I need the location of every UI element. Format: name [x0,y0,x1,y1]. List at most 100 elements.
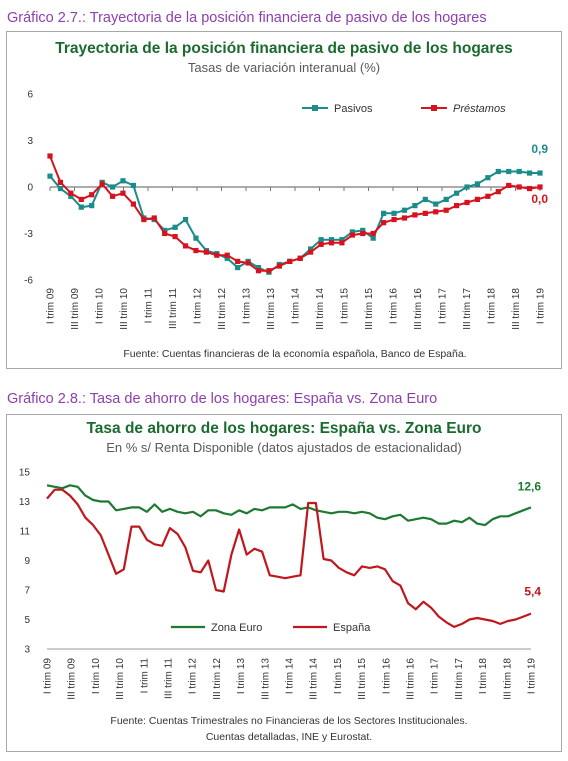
c1-series-point-1 [422,210,428,216]
c1-xtick-label: I trim 13 [242,288,253,325]
chart2-source-line2: Cuentas detalladas, INE y Eurostat. [206,731,372,743]
chart1-subtitle: Tasas de variación interanual (%) [188,60,380,75]
c2-ytick-label: 13 [19,497,31,508]
c1-series-point-1 [308,249,314,255]
c1-series-point-0 [172,224,178,230]
c1-xtick-label: III trim 14 [315,288,326,330]
c1-series-point-0 [412,203,418,209]
c1-xtick-label: III trim 12 [217,288,228,330]
c1-series-point-0 [349,229,355,235]
c1-ytick-label: -6 [24,276,33,287]
c1-series-point-0 [474,181,481,187]
c1-series-point-0 [47,173,53,179]
chart2-source-line1: Fuente: Cuentas Trimestrales no Financie… [110,715,467,727]
c1-xtick-label: III trim 18 [511,288,522,330]
c1-series-point-1 [537,184,543,190]
c1-series-point-1 [109,193,116,199]
c1-series-point-1 [412,212,418,218]
c1-series-point-1 [506,182,512,189]
c2-xtick-label: III trim 14 [309,658,320,700]
c2-xtick-label: I trim 14 [285,658,296,695]
c2-ytick-label: 5 [24,615,30,626]
c1-xtick-label: III trim 16 [413,288,424,330]
c1-series-point-1 [495,189,501,195]
c1-series-point-1 [130,201,137,207]
c2-series-line-1 [46,488,532,628]
c1-end-label-1: 0,0 [531,192,548,206]
c1-series-point-0 [516,168,522,175]
chart1-title: Trayectoria de la posición financiera de… [55,40,512,57]
c1-xtick-label: III trim 11 [168,288,179,329]
c2-xtick-label: III trim 15 [357,658,368,700]
c1-series-point-0 [443,196,449,202]
c2-xtick-label: I trim 11 [139,658,150,694]
c1-series-point-1 [453,203,460,209]
c1-series-point-1 [47,153,53,159]
c2-xtick-label: III trim 18 [502,658,513,700]
c2-xtick-label: III trim 16 [406,658,417,700]
chart2-subtitle: En % s/ Renta Disponible (datos ajustado… [106,440,462,455]
financial-position-chart: Trayectoria de la posición financiera de… [24,40,548,360]
c2-xtick-label: III trim 11 [164,658,175,699]
c1-series-point-0 [162,227,168,233]
c2-xtick-label: I trim 19 [527,658,538,695]
c1-series-point-1 [391,216,397,223]
c1-xtick-label: III trim 13 [266,288,277,330]
c1-series-point-1 [266,268,272,274]
c1-series-point-0 [193,235,199,241]
c1-series-point-0 [308,246,314,252]
c1-series-point-1 [276,263,282,269]
c1-series-point-1 [360,230,366,237]
c2-xtick-label: III trim 17 [454,658,465,700]
c1-series-point-1 [401,215,408,221]
c1-series-line-1 [49,155,541,272]
savings-rate-chart: Tasa de ahorro de los hogares: España vs… [19,420,541,743]
c1-xtick-label: I trim 16 [389,288,400,325]
c2-xtick-label: I trim 12 [188,658,199,695]
c1-xtick-label: I trim 10 [95,288,106,325]
c1-series-point-0 [318,237,324,243]
c1-series-point-0 [224,255,230,261]
c1-series-point-1 [464,199,470,206]
c1-series-point-0 [130,182,137,189]
c1-series-point-1 [443,207,449,213]
figure1-heading: Gráfico 2.7.: Trayectoria de la posición… [7,10,487,26]
c1-xtick-label: I trim 17 [438,288,449,325]
c1-series-point-1 [318,241,324,247]
figure1-panel: Trayectoria de la posición financiera de… [6,31,562,369]
c2-xtick-label: I trim 09 [43,658,54,695]
c1-series-point-1 [516,184,522,190]
c1-end-label-0: 0,9 [531,142,548,156]
c1-legend-marker-0 [312,105,318,111]
c2-end-label-1: 5,4 [524,585,541,599]
c1-ytick-label: 3 [27,136,33,147]
c2-ytick-label: 15 [19,468,31,479]
c1-series-point-0 [235,265,241,271]
c1-series-point-0 [360,227,366,233]
c1-series-point-0 [422,196,428,202]
c1-series-point-0 [464,184,470,190]
c1-xtick-label: I trim 18 [487,288,498,325]
c1-series-point-0 [255,265,262,271]
figure2-heading: Gráfico 2.8.: Tasa de ahorro de los hoga… [7,391,438,407]
c1-ytick-label: 6 [27,90,33,101]
c1-legend-marker-1 [431,105,437,111]
c2-ytick-label: 9 [24,556,30,567]
c1-series-point-1 [526,185,533,192]
c1-series-point-0 [89,203,95,209]
c1-series-point-1 [78,196,84,202]
c1-series-point-1 [182,243,189,249]
c1-series-point-1 [120,190,126,196]
c1-series-point-1 [193,247,199,254]
c1-series-point-1 [381,220,387,226]
c1-ytick-label: -3 [24,229,33,240]
c1-series-point-0 [109,184,116,190]
c2-xtick-label: III trim 12 [212,658,223,700]
c1-series-point-1 [99,181,105,187]
chart1-source: Fuente: Cuentas financieras de la econom… [123,348,466,360]
c2-xtick-label: III trim 13 [260,658,271,700]
c1-series-point-1 [287,258,293,264]
c1-series-point-0 [68,193,74,199]
c1-ytick-label: 0 [27,183,33,194]
c1-series-point-1 [224,252,230,258]
